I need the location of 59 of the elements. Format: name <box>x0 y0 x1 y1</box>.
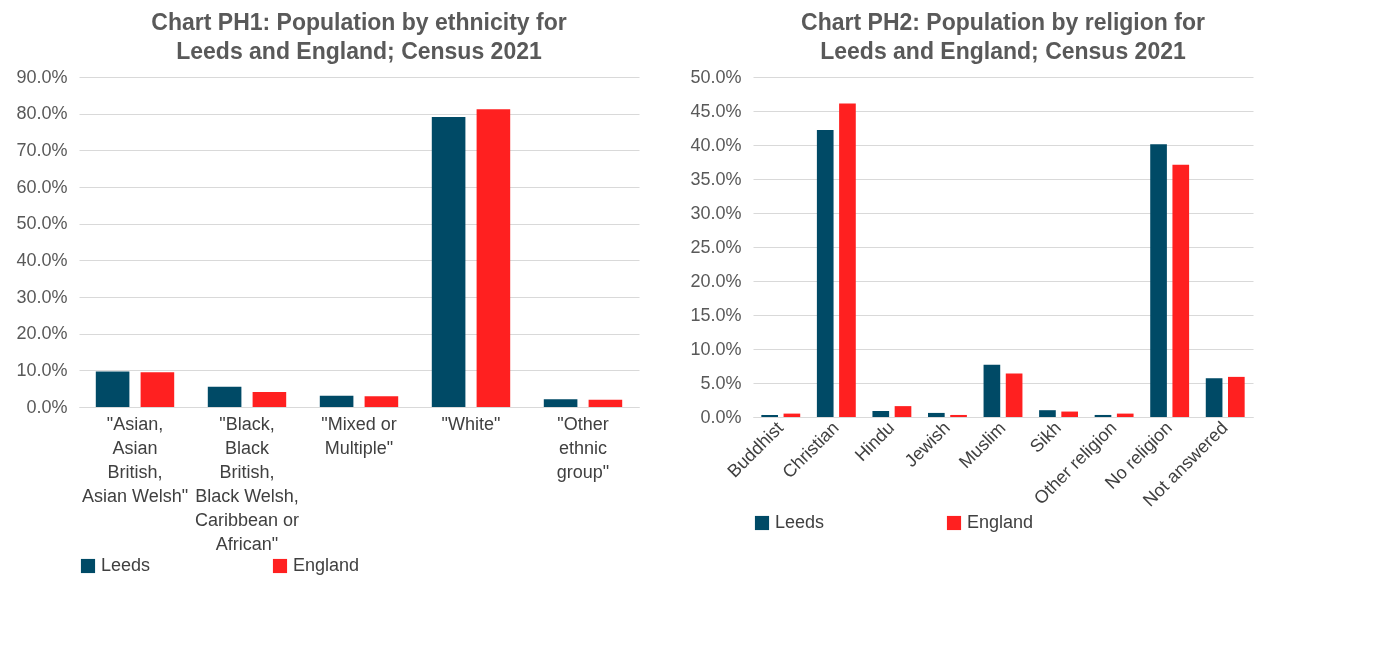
y-tick-label: 80.0% <box>16 103 68 124</box>
y-tick-label: 20.0% <box>16 323 68 344</box>
bar <box>1039 410 1056 417</box>
y-tick-label: 15.0% <box>690 304 742 325</box>
x-tick-label: "Mixed or Multiple" <box>321 413 397 458</box>
y-tick-label: 60.0% <box>16 176 68 197</box>
y-tick-label: 90.0% <box>16 66 68 87</box>
legend-label: Leeds <box>775 512 825 532</box>
legend-label: England <box>293 555 360 575</box>
y-tick-label: 50.0% <box>16 213 68 234</box>
y-tick-label: 20.0% <box>690 270 742 291</box>
bar <box>761 414 778 417</box>
bar <box>319 395 354 407</box>
bar <box>1094 414 1112 417</box>
y-tick-label: 0.0% <box>26 396 68 417</box>
bar <box>816 130 834 417</box>
y-tick-label: 0.0% <box>700 406 742 427</box>
bar <box>928 412 945 417</box>
y-tick-label: 25.0% <box>690 236 742 257</box>
y-tick-label: 10.0% <box>16 359 68 380</box>
chart-title: Chart PH2: Population by religion for Leeds and England; Census 2021 <box>801 9 1205 64</box>
bar <box>983 364 1001 417</box>
bar <box>588 399 623 407</box>
bar <box>431 116 466 407</box>
x-tick-label: "Black, Black British, Black Welsh, Caribbean or African" <box>194 413 300 554</box>
y-tick-label: 35.0% <box>690 168 742 189</box>
bar <box>1172 164 1190 417</box>
y-tick-label: 70.0% <box>16 139 68 160</box>
x-tick-label: "Other ethnic group" <box>556 413 610 482</box>
x-tick-label: "White" <box>441 413 501 434</box>
y-tick-label: 45.0% <box>690 100 742 121</box>
legend-label: England <box>967 512 1034 532</box>
y-tick-label: 40.0% <box>690 134 742 155</box>
y-tick-label: 30.0% <box>16 286 68 307</box>
y-tick-label: 40.0% <box>16 249 68 270</box>
bar <box>543 399 578 407</box>
bar <box>1228 376 1245 417</box>
bar <box>252 391 287 407</box>
bar <box>95 371 130 407</box>
y-tick-label: 30.0% <box>690 202 742 223</box>
chart-title: Chart PH1: Population by ethnicity for Leeds and England; Census 2021 <box>151 9 567 64</box>
x-tick-label: "Asian, Asian British, Asian Welsh" <box>81 413 189 506</box>
bar <box>872 410 890 417</box>
y-tick-label: 10.0% <box>690 338 742 359</box>
bar <box>1061 411 1078 417</box>
bar <box>894 406 912 417</box>
bar <box>950 414 967 417</box>
y-tick-label: 50.0% <box>690 66 742 87</box>
bar <box>1205 378 1223 417</box>
bar <box>839 103 856 417</box>
bar <box>1005 373 1023 417</box>
legend-label: Leeds <box>101 555 151 575</box>
y-tick-label: 5.0% <box>700 372 742 393</box>
bar <box>207 386 242 407</box>
x-tick-label: Sikh <box>1026 417 1065 457</box>
bar <box>476 109 511 407</box>
bar <box>1150 144 1167 417</box>
bar <box>364 396 399 407</box>
bar <box>140 372 175 407</box>
